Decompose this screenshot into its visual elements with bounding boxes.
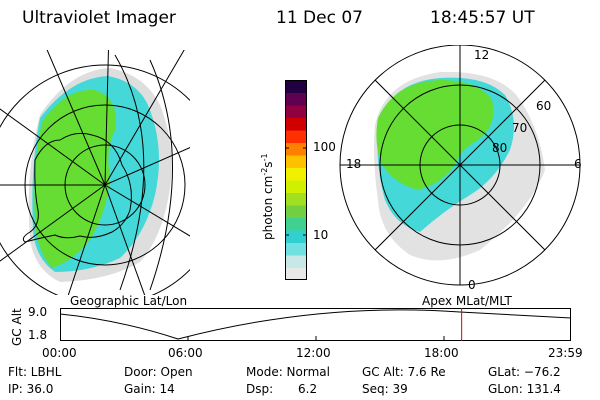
colorbar-band [285,117,307,131]
y-tick-bottom: 1.8 [28,328,48,342]
right-aurora-green [376,80,494,190]
x-tick-2359: 23:59 [548,346,583,360]
colorbar-band [285,255,307,268]
colorbar-band [285,242,307,256]
colorbar-unit-label: photon cm-2s-1 [260,153,275,240]
colorbar-band [285,142,307,156]
colorbar-band [285,167,307,181]
ip-info: IP: 36.0 [8,382,54,396]
colorbar-band [285,80,307,93]
colorbar-band [285,92,307,106]
x-tick-0000: 00:00 [42,346,77,360]
right-panel-caption: Apex MLat/MLT [422,294,512,308]
colorbar-band [285,180,307,193]
seq-info: Seq: 39 [362,382,408,396]
door-info: Door: Open [124,365,193,379]
dsp-value: 6.2 [298,382,318,396]
x-tick-1800: 18:00 [424,346,459,360]
mlat-label-80: 80 [492,141,507,155]
mode-info: Mode: Normal [246,365,330,379]
x-tick-0600: 06:00 [168,346,203,360]
mlt-label-12: 12 [474,48,489,62]
apex-polar-plot: 12 18 6 0 60 70 80 [339,45,582,292]
mlat-label-60: 60 [536,99,551,113]
geographic-image [0,50,190,295]
mlt-label-18: 18 [346,157,361,171]
filter-info: Flt: LBHL [8,365,62,379]
y-tick-top: 9.0 [28,305,48,319]
left-panel-caption: Geographic Lat/Lon [70,294,188,308]
colorbar-band [285,230,307,243]
colorbar [285,80,307,280]
colorbar-band [285,217,307,231]
colorbar-band [285,155,307,168]
instrument-title: Ultraviolet Imager [22,8,176,28]
date-label: 11 Dec 07 [276,8,363,28]
colorbar-tick-10: 10 [313,228,329,242]
colorbar-band [285,105,307,118]
colorbar-band [285,130,307,143]
continent-outline [22,132,132,243]
x-tick-1200: 12:00 [296,346,331,360]
colorbar-tick-100: 100 [313,140,336,154]
colorbar-band [285,205,307,218]
gc-alt-info: GC Alt: 7.6 Re [362,365,446,379]
gain-info: Gain: 14 [124,382,175,396]
mlt-label-6: 6 [574,157,582,171]
mlat-label-70: 70 [512,121,527,135]
gc-alt-axis-label: GC Alt [10,308,24,346]
time-label: 18:45:57 UT [430,8,535,28]
glat-info: GLat: −76.2 [488,365,561,379]
dsp-label: Dsp: [246,382,274,396]
mlt-label-0: 0 [468,278,476,292]
colorbar-band [285,267,307,280]
orbit-altitude-plot [60,308,572,341]
colorbar-band [285,192,307,206]
glon-info: GLon: 131.4 [488,382,561,396]
